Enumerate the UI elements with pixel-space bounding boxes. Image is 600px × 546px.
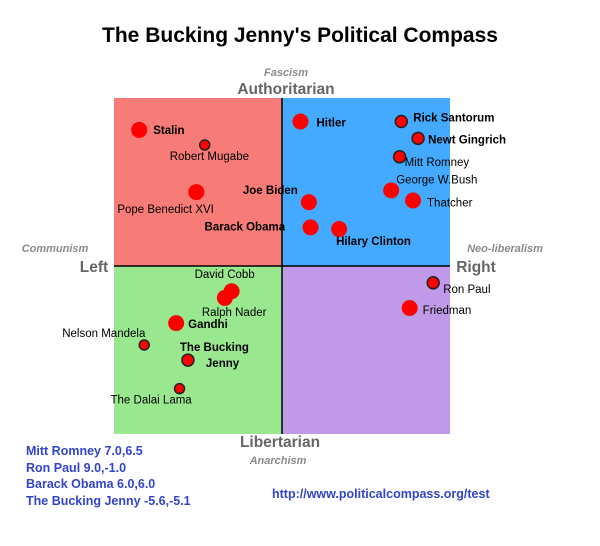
point-label: Ralph Nader: [202, 307, 267, 319]
data-point: [302, 219, 319, 236]
point-label: Hilary Clinton: [336, 236, 411, 248]
score-notes: Mitt Romney 7.0,6.5 Ron Paul 9.0,-1.0 Ba…: [26, 443, 191, 509]
score-note: The Bucking Jenny -5.6,-5.1: [26, 493, 191, 508]
data-point: [138, 339, 150, 351]
data-point: [383, 182, 400, 199]
data-point: [131, 121, 148, 138]
axis-sublabel-right: Neo-liberalism: [467, 243, 543, 255]
data-point: [394, 114, 409, 129]
data-point: [168, 315, 185, 332]
score-note: Mitt Romney 7.0,6.5: [26, 444, 143, 458]
chart-title: The Bucking Jenny's Political Compass: [102, 24, 498, 47]
point-label: Hitler: [316, 118, 346, 130]
axis-label-bottom: Libertarian: [240, 434, 320, 451]
axis-sublabel-bottom: Anarchism: [249, 455, 307, 467]
quadrant-libertarian-right: [282, 266, 450, 434]
point-label: Barack Obama: [205, 221, 286, 233]
axis-label-right: Right: [456, 259, 496, 276]
point-label: Joe Biden: [243, 185, 298, 197]
quadrant-authoritarian-right: [282, 98, 450, 266]
point-label: Ron Paul: [443, 284, 490, 296]
point-label: Friedman: [423, 305, 472, 317]
data-point: [401, 300, 418, 316]
point-label: Stalin: [153, 125, 184, 137]
data-point: [292, 113, 309, 130]
point-label: Mitt Romney: [405, 157, 470, 169]
point-label: Rick Santorum: [413, 113, 494, 125]
data-point: [198, 139, 211, 151]
axis-label-top: Authoritarian: [237, 81, 334, 98]
data-point: [173, 382, 186, 395]
data-point: [392, 150, 407, 164]
data-point: [405, 192, 422, 209]
axis-sublabel-left: Communism: [22, 243, 89, 255]
axis-label-left: Left: [80, 259, 108, 276]
point-label: Pope Benedict XVI: [117, 204, 214, 216]
data-point: [188, 184, 205, 201]
score-note: Barack Obama 6.0,6.0: [26, 477, 156, 491]
compass-test-link[interactable]: http://www.politicalcompass.org/test: [272, 487, 490, 501]
point-label: Robert Mugabe: [170, 151, 249, 163]
axis-sublabel-top: Fascism: [264, 67, 308, 79]
data-point: [331, 221, 348, 238]
point-label: Nelson Mandela: [62, 328, 146, 340]
data-point: [300, 194, 317, 211]
data-point: [216, 289, 233, 306]
point-label: The Dalai Lama: [111, 395, 193, 407]
data-point: [426, 276, 440, 290]
point-label: David Cobb: [195, 269, 255, 281]
point-label: Thatcher: [427, 197, 473, 209]
data-point: [181, 353, 195, 367]
score-note: Ron Paul 9.0,-1.0: [26, 460, 127, 475]
point-label: George W.Bush: [396, 174, 477, 186]
point-label: The Bucking Jenny: [180, 342, 249, 370]
data-point: [411, 131, 425, 146]
point-label: Newt Gingrich: [428, 134, 506, 146]
point-label: Gandhi: [188, 319, 228, 331]
